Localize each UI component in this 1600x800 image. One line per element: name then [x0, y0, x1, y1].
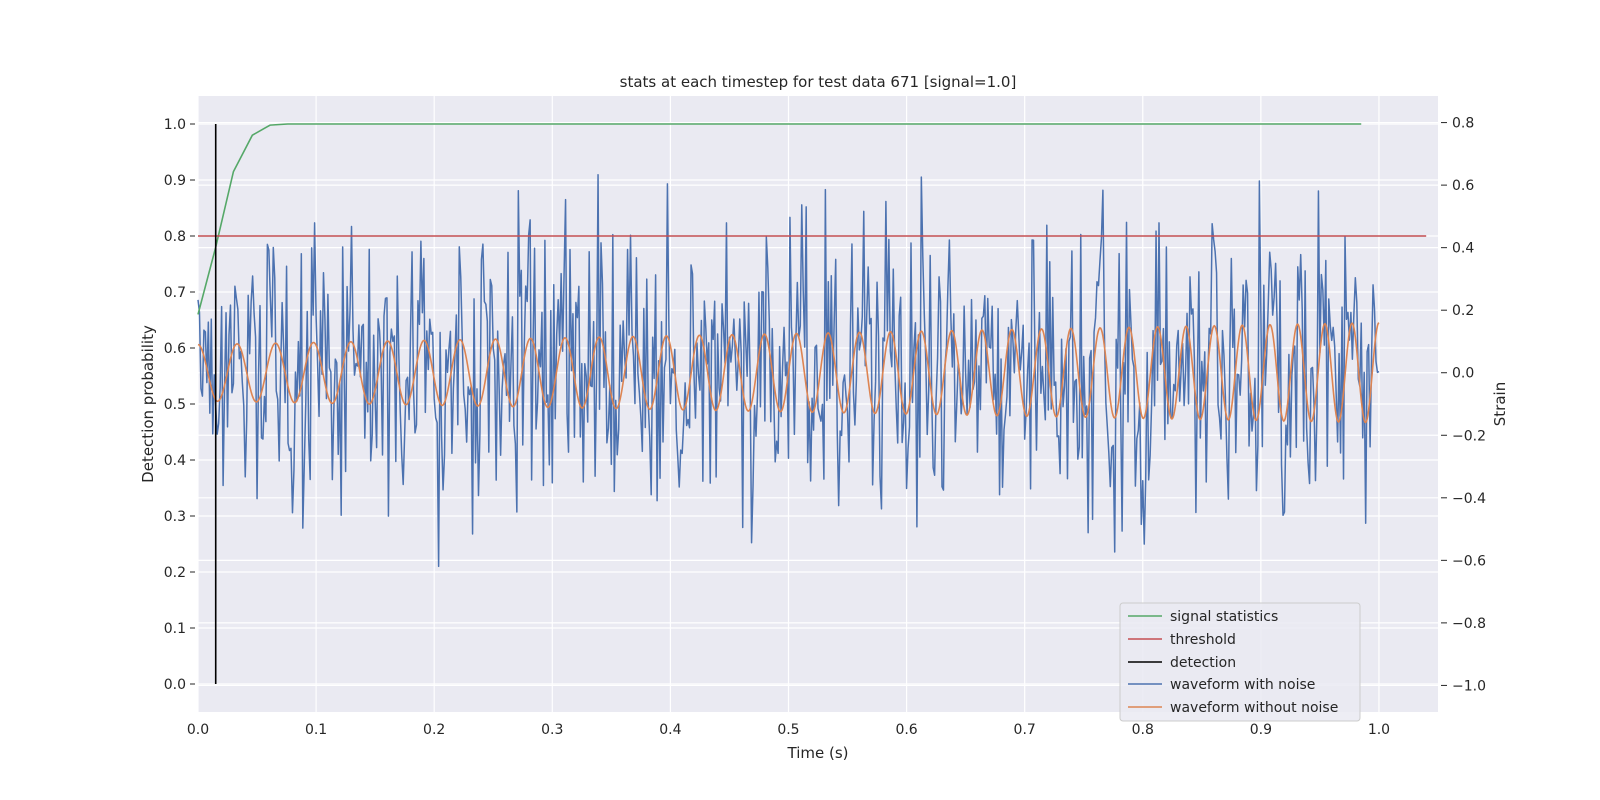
x-axis-label: Time (s) [787, 744, 849, 762]
x-tick-label: 0.3 [541, 722, 563, 738]
y-left-tick-label: 0.6 [164, 341, 186, 357]
y-left-tick-label: 0.9 [164, 173, 186, 189]
series-waveform-without-noise [197, 322, 1380, 424]
y-right-tick-label: −0.8 [1452, 616, 1486, 632]
legend-label-signal-statistics: signal statistics [1170, 609, 1278, 625]
chart-title: stats at each timestep for test data 671… [620, 73, 1017, 91]
x-tick-label: 0.9 [1250, 722, 1272, 738]
legend-label-waveform-with-noise: waveform with noise [1170, 677, 1315, 693]
ticks-layer: 0.0 0.1 0.2 0.3 0.4 0.5 0.6 0.7 0.8 0.9 1.0 0.0 0.1 0… [164, 116, 1486, 738]
y-right-tick-label: −0.2 [1452, 428, 1486, 444]
x-tick-label: 0.0 [187, 722, 209, 738]
series-waveform-with-noise [197, 173, 1380, 568]
y-left-tick-label: 0.0 [164, 677, 186, 693]
x-tick-label: 0.1 [305, 722, 327, 738]
y-right-tick-label: −1.0 [1452, 678, 1486, 694]
y-left-tick-label: 1.0 [164, 117, 186, 133]
x-tick-label: 0.2 [423, 722, 445, 738]
x-tick-label: 0.6 [895, 722, 917, 738]
y-left-tick-label: 0.4 [164, 453, 186, 469]
legend-label-threshold: threshold [1170, 632, 1236, 648]
x-tick-label: 0.4 [659, 722, 681, 738]
y-left-tick-label: 0.2 [164, 565, 186, 581]
y-right-tick-label: 0.4 [1452, 241, 1474, 257]
y-right-tick-label: 0.0 [1452, 366, 1474, 382]
clean-layer [197, 322, 1380, 424]
y-right-tick-label: 0.2 [1452, 303, 1474, 319]
y-left-tick-label: 0.1 [164, 621, 186, 637]
y-axis-label-left: Detection probability [139, 325, 157, 483]
x-tick-label: 0.5 [777, 722, 799, 738]
legend-label-waveform-without-noise: waveform without noise [1170, 700, 1338, 716]
noise-layer [197, 173, 1380, 568]
y-right-tick-label: −0.4 [1452, 491, 1486, 507]
legend-box [1119, 602, 1361, 722]
y-left-tick-label: 0.8 [164, 229, 186, 245]
x-tick-label: 0.8 [1132, 722, 1154, 738]
y-axis-label-right: Strain [1491, 382, 1509, 426]
x-tick-label: 1.0 [1368, 722, 1390, 738]
y-left-tick-label: 0.3 [164, 509, 186, 525]
stats-layer [197, 123, 1427, 684]
y-right-tick-label: 0.6 [1452, 178, 1474, 194]
y-left-tick-label: 0.5 [164, 397, 186, 413]
y-right-tick-label: 0.8 [1452, 116, 1474, 132]
legend-label-detection: detection [1170, 655, 1236, 671]
series-signal-statistics [197, 123, 1362, 315]
legend: signal statistics threshold detection wa… [1119, 602, 1361, 722]
y-left-tick-label: 0.7 [164, 285, 186, 301]
x-tick-label: 0.7 [1014, 722, 1036, 738]
y-right-tick-label: −0.6 [1452, 553, 1486, 569]
